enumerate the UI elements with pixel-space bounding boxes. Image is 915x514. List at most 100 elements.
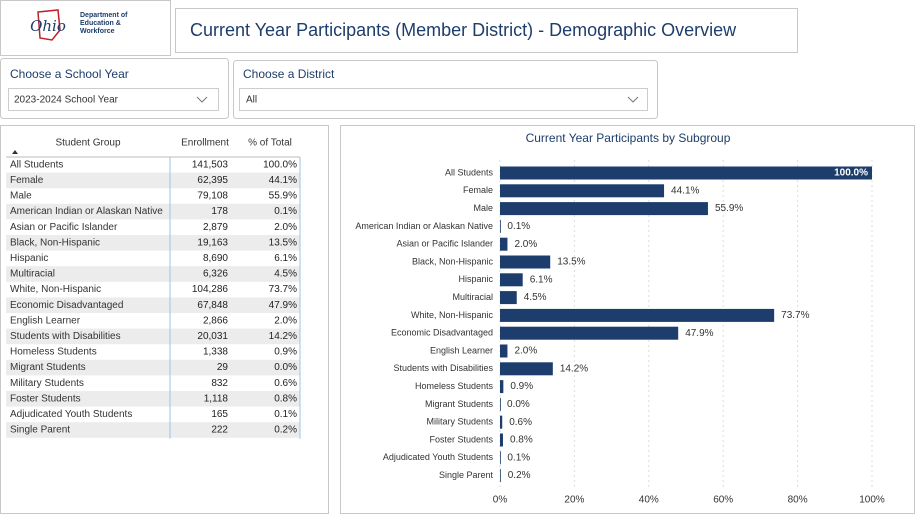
table-cell: 0.8% xyxy=(274,393,297,404)
bar xyxy=(500,273,523,287)
dropdown-arrow xyxy=(196,96,208,103)
value-label: 13.5% xyxy=(557,257,585,268)
table-cell: Homeless Students xyxy=(10,347,97,358)
value-label: 47.9% xyxy=(685,328,713,339)
table-cell: 104,286 xyxy=(192,284,229,295)
row-band xyxy=(6,203,300,220)
table-cell: 2,866 xyxy=(203,315,228,326)
table-cell: 55.9% xyxy=(269,191,297,202)
table-cell: 79,108 xyxy=(197,191,228,202)
table-cell: 222 xyxy=(211,425,228,436)
y-tick-label: Single Parent xyxy=(439,470,494,480)
logo-line: Department of xyxy=(80,12,128,19)
table-cell: Adjudicated Youth Students xyxy=(10,409,132,420)
dropdown[interactable] xyxy=(8,88,219,111)
table-cell: 0.0% xyxy=(274,362,297,373)
x-tick-label: 60% xyxy=(713,495,733,506)
value-label: 0.9% xyxy=(510,381,533,392)
table-cell: 47.9% xyxy=(269,300,297,311)
bar xyxy=(500,397,501,411)
y-tick-label: Black, Non-Hispanic xyxy=(412,256,494,266)
x-tick-label: 40% xyxy=(639,495,659,506)
table-cell: 8,690 xyxy=(203,253,228,264)
column-header: Enrollment xyxy=(181,138,229,149)
y-tick-label: Male xyxy=(473,203,493,213)
value-label: 4.5% xyxy=(524,292,547,303)
bar xyxy=(500,166,872,180)
table-cell: 0.6% xyxy=(274,378,297,389)
logo-line: Education & xyxy=(80,20,121,27)
value-label: 14.2% xyxy=(560,363,588,374)
table-cell: 832 xyxy=(211,378,228,389)
column-header: % of Total xyxy=(248,138,292,149)
dropdown-value[interactable]: All xyxy=(246,95,257,106)
y-tick-label: Hispanic xyxy=(458,274,493,284)
table-cell: Military Students xyxy=(10,378,84,389)
table-cell: White, Non-Hispanic xyxy=(10,284,101,295)
table-cell: 20,031 xyxy=(197,331,228,342)
logo-shape xyxy=(37,9,61,41)
y-tick-label: Multiracial xyxy=(452,292,493,302)
value-label: 73.7% xyxy=(781,310,809,321)
row-band xyxy=(6,328,300,345)
table-cell: 29 xyxy=(217,362,229,373)
x-tick-label: 100% xyxy=(859,495,885,506)
value-label: 0.1% xyxy=(507,221,530,232)
x-tick-label: 0% xyxy=(493,495,508,506)
row-band xyxy=(6,172,300,189)
dropdown-value[interactable]: 2023-2024 School Year xyxy=(14,95,119,106)
table-cell: 4.5% xyxy=(274,269,297,280)
sort-icon xyxy=(12,150,18,154)
table-cell: All Students xyxy=(10,159,63,170)
table-cell: 141,503 xyxy=(192,159,229,170)
bar xyxy=(500,184,665,198)
table-cell: Black, Non-Hispanic xyxy=(10,237,100,248)
dropdown-arrow xyxy=(627,96,639,103)
table-cell: 1,118 xyxy=(204,393,229,404)
table-cell: 67,848 xyxy=(197,300,228,311)
table-cell: 62,395 xyxy=(197,175,228,186)
title-panel xyxy=(175,8,798,53)
value-label: 44.1% xyxy=(671,185,699,196)
value-label: 0.1% xyxy=(507,452,530,463)
bar xyxy=(500,451,501,465)
dropdown[interactable] xyxy=(239,88,648,111)
table-cell: American Indian or Alaskan Native xyxy=(10,206,163,217)
y-tick-label: English Learner xyxy=(430,345,493,355)
table-cell: 2.0% xyxy=(274,315,297,326)
table-cell: Economic Disadvantaged xyxy=(10,300,123,311)
value-label: 0.0% xyxy=(507,399,530,410)
y-tick-label: Adjudicated Youth Students xyxy=(383,452,494,462)
bar xyxy=(500,469,501,483)
row-band xyxy=(6,422,300,438)
table-cell: 0.1% xyxy=(274,206,297,217)
row-band xyxy=(6,235,300,251)
y-tick-label: Military Students xyxy=(426,417,493,427)
table-panel xyxy=(0,125,329,514)
table-cell: 1,338 xyxy=(203,347,228,358)
table-cell: Female xyxy=(10,175,44,186)
value-label: 100.0% xyxy=(834,168,868,179)
bar xyxy=(500,415,503,429)
y-tick-label: Foster Students xyxy=(429,434,493,444)
column-header: Student Group xyxy=(55,138,120,149)
table-cell: 0.1% xyxy=(274,409,297,420)
table-cell: 100.0% xyxy=(263,159,297,170)
bar xyxy=(500,344,508,358)
y-tick-label: Migrant Students xyxy=(425,399,494,409)
bar xyxy=(500,308,775,322)
table-cell: 6,326 xyxy=(203,269,228,280)
table-cell: Migrant Students xyxy=(10,362,86,373)
table-cell: 73.7% xyxy=(269,284,297,295)
table-cell: 0.9% xyxy=(274,347,297,358)
y-tick-label: Homeless Students xyxy=(415,381,494,391)
bar xyxy=(500,326,679,340)
logo-panel xyxy=(0,0,171,56)
bar xyxy=(500,255,551,269)
value-label: 0.8% xyxy=(510,435,533,446)
row-band xyxy=(6,297,300,313)
bar xyxy=(500,237,508,251)
table-cell: 2.0% xyxy=(274,222,297,233)
y-tick-label: American Indian or Alaskan Native xyxy=(355,221,493,231)
